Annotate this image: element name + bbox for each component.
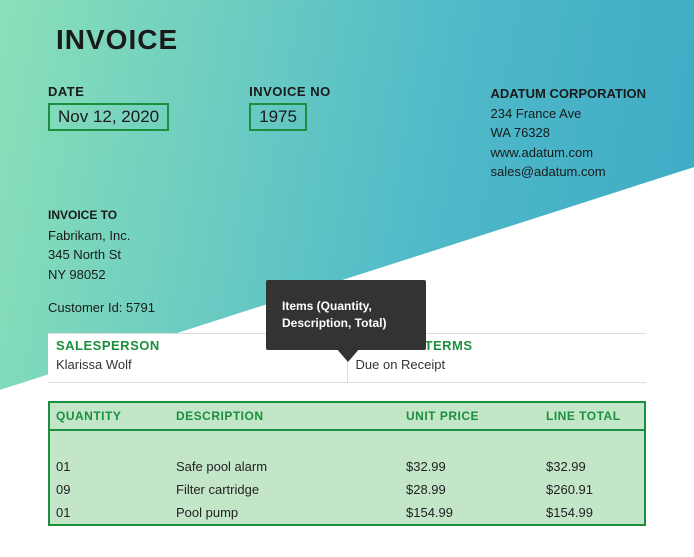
header-quantity: QUANTITY <box>50 403 170 429</box>
cell-unit: $28.99 <box>406 482 546 497</box>
invoice-no-label: INVOICE NO <box>249 84 331 99</box>
items-table: QUANTITY DESCRIPTION UNIT PRICE LINE TOT… <box>48 401 646 526</box>
company-address1: 234 France Ave <box>490 104 646 124</box>
cell-desc: Safe pool alarm <box>176 459 406 474</box>
company-block: ADATUM CORPORATION 234 France Ave WA 763… <box>490 84 646 182</box>
company-website: www.adatum.com <box>490 143 646 163</box>
bill-to-name: Fabrikam, Inc. <box>48 226 646 246</box>
cell-desc: Filter cartridge <box>176 482 406 497</box>
header-description: DESCRIPTION <box>170 403 400 429</box>
cell-qty: 01 <box>56 505 176 520</box>
header-unit-price: UNIT PRICE <box>400 403 540 429</box>
bill-to-address1: 345 North St <box>48 245 646 265</box>
cell-unit: $154.99 <box>406 505 546 520</box>
invoice-content: INVOICE DATE Nov 12, 2020 INVOICE NO 197… <box>0 0 694 526</box>
date-value: Nov 12, 2020 <box>48 103 169 131</box>
cell-total: $32.99 <box>546 459 638 474</box>
cell-total: $154.99 <box>546 505 638 520</box>
items-header: QUANTITY DESCRIPTION UNIT PRICE LINE TOT… <box>50 403 644 431</box>
table-row: 09 Filter cartridge $28.99 $260.91 <box>50 478 644 501</box>
company-email: sales@adatum.com <box>490 162 646 182</box>
date-label: DATE <box>48 84 169 99</box>
table-row: 01 Safe pool alarm $32.99 $32.99 <box>50 455 644 478</box>
cell-qty: 01 <box>56 459 176 474</box>
table-row: 01 Pool pump $154.99 $154.99 <box>50 501 644 524</box>
bill-to-label: INVOICE TO <box>48 206 646 224</box>
customer-id-value: 5791 <box>126 300 155 315</box>
company-address2: WA 76328 <box>490 123 646 143</box>
header-line-total: LINE TOTAL <box>540 403 644 429</box>
invoice-no-block: INVOICE NO 1975 <box>249 84 331 182</box>
invoice-no-value: 1975 <box>249 103 307 131</box>
items-body: 01 Safe pool alarm $32.99 $32.99 09 Filt… <box>50 431 644 524</box>
date-block: DATE Nov 12, 2020 <box>48 84 169 182</box>
cell-desc: Pool pump <box>176 505 406 520</box>
bill-to-block: INVOICE TO Fabrikam, Inc. 345 North St N… <box>48 206 646 285</box>
invoice-title: INVOICE <box>56 24 646 56</box>
cell-unit: $32.99 <box>406 459 546 474</box>
company-name: ADATUM CORPORATION <box>490 84 646 104</box>
cell-qty: 09 <box>56 482 176 497</box>
header-row: DATE Nov 12, 2020 INVOICE NO 1975 ADATUM… <box>48 84 646 182</box>
payment-value: Due on Receipt <box>356 353 639 378</box>
cell-total: $260.91 <box>546 482 638 497</box>
customer-id-label: Customer Id: <box>48 300 122 315</box>
tooltip: Items (Quantity, Description, Total) <box>266 280 426 350</box>
salesperson-value: Klarissa Wolf <box>56 353 339 378</box>
